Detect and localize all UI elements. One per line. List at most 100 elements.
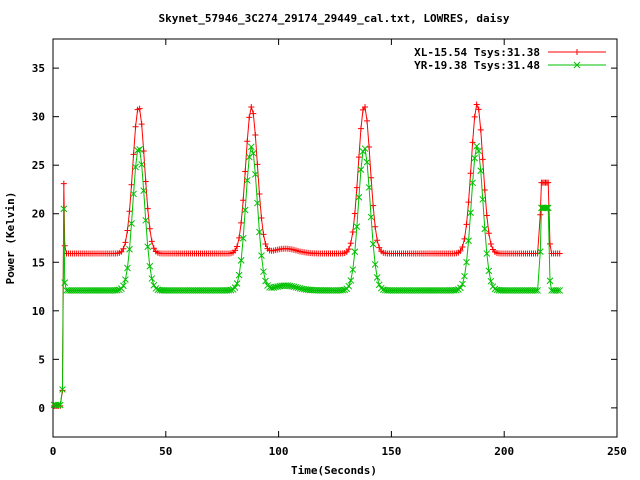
data-point	[365, 184, 373, 191]
series-layer	[50, 101, 564, 409]
data-point	[345, 246, 352, 253]
data-point	[134, 146, 141, 154]
data-point	[120, 245, 127, 252]
data-point	[248, 104, 255, 111]
data-point	[353, 184, 360, 191]
data-point	[270, 284, 277, 291]
data-point	[353, 223, 361, 231]
data-point	[128, 220, 135, 227]
legend-label: XL-15.54 Tsys:31.38	[414, 46, 540, 59]
data-point	[339, 286, 347, 294]
y-tick-label: 20	[32, 208, 45, 221]
data-point	[242, 168, 249, 175]
data-point	[262, 240, 269, 247]
data-point	[118, 285, 125, 292]
data-point	[243, 177, 251, 184]
data-point	[59, 386, 66, 393]
data-point	[463, 258, 470, 266]
data-point	[349, 228, 356, 235]
data-point	[294, 284, 302, 292]
data-point	[475, 147, 483, 155]
data-point	[471, 154, 478, 162]
data-point	[477, 167, 485, 175]
chart-title: Skynet_57946_3C274_29174_29449_cal.txt, …	[159, 12, 510, 25]
data-point	[546, 277, 554, 285]
data-point	[122, 239, 129, 246]
data-point	[138, 121, 145, 128]
data-point	[241, 206, 249, 214]
data-point	[233, 280, 241, 287]
data-point	[260, 268, 267, 276]
y-tick-label: 25	[32, 159, 45, 172]
data-point	[355, 193, 363, 201]
data-point	[249, 149, 257, 157]
data-point	[545, 179, 552, 186]
data-point	[544, 204, 552, 212]
data-point	[142, 178, 149, 185]
data-point	[130, 190, 137, 198]
data-point	[457, 247, 464, 254]
data-point	[370, 202, 377, 209]
data-point	[374, 237, 381, 244]
data-point	[138, 161, 146, 168]
data-point	[467, 209, 474, 217]
data-point	[363, 158, 371, 166]
series-1	[50, 142, 564, 409]
data-point	[475, 106, 482, 113]
data-point	[258, 215, 265, 222]
data-point	[250, 110, 257, 117]
data-point	[534, 250, 541, 257]
data-point	[373, 274, 381, 281]
y-tick-label: 30	[32, 111, 45, 124]
y-tick-label: 0	[38, 402, 45, 415]
data-point	[246, 114, 253, 121]
legend-marker	[574, 49, 580, 55]
data-point	[556, 250, 563, 257]
data-point	[124, 227, 131, 234]
data-point	[227, 286, 235, 294]
data-point	[288, 282, 296, 290]
x-tick-label: 50	[159, 445, 172, 458]
x-tick-label: 200	[494, 445, 514, 458]
data-point	[126, 245, 133, 253]
data-point	[234, 243, 241, 250]
data-point	[479, 195, 487, 203]
data-point	[372, 223, 379, 230]
legend-label: YR-19.38 Tsys:31.48	[414, 59, 540, 72]
data-point	[124, 264, 131, 272]
data-point	[359, 148, 367, 155]
y-tick-label: 10	[32, 305, 45, 318]
data-point	[461, 272, 468, 280]
data-point	[262, 277, 269, 285]
data-point	[132, 163, 139, 171]
data-point	[247, 143, 255, 151]
data-point	[537, 211, 544, 218]
data-point	[236, 234, 243, 241]
data-point	[60, 205, 68, 213]
data-point	[290, 283, 298, 291]
data-point	[225, 286, 233, 294]
data-point	[554, 287, 562, 294]
plot-frame	[52, 38, 618, 438]
data-point	[240, 197, 247, 204]
data-point	[487, 277, 495, 285]
data-point	[473, 142, 481, 150]
data-point	[56, 401, 64, 409]
data-point	[349, 266, 357, 273]
data-point	[61, 279, 69, 287]
data-point	[369, 240, 377, 248]
data-point	[371, 261, 379, 268]
data-point	[357, 166, 365, 173]
data-point	[130, 151, 137, 158]
x-tick-label: 150	[381, 445, 401, 458]
data-point	[286, 282, 294, 290]
data-point	[351, 210, 358, 217]
data-point	[231, 284, 239, 291]
data-point	[237, 257, 245, 264]
data-point	[491, 285, 499, 293]
data-point	[368, 174, 375, 181]
data-point	[256, 190, 263, 197]
data-point	[362, 103, 369, 110]
data-point	[485, 230, 492, 237]
